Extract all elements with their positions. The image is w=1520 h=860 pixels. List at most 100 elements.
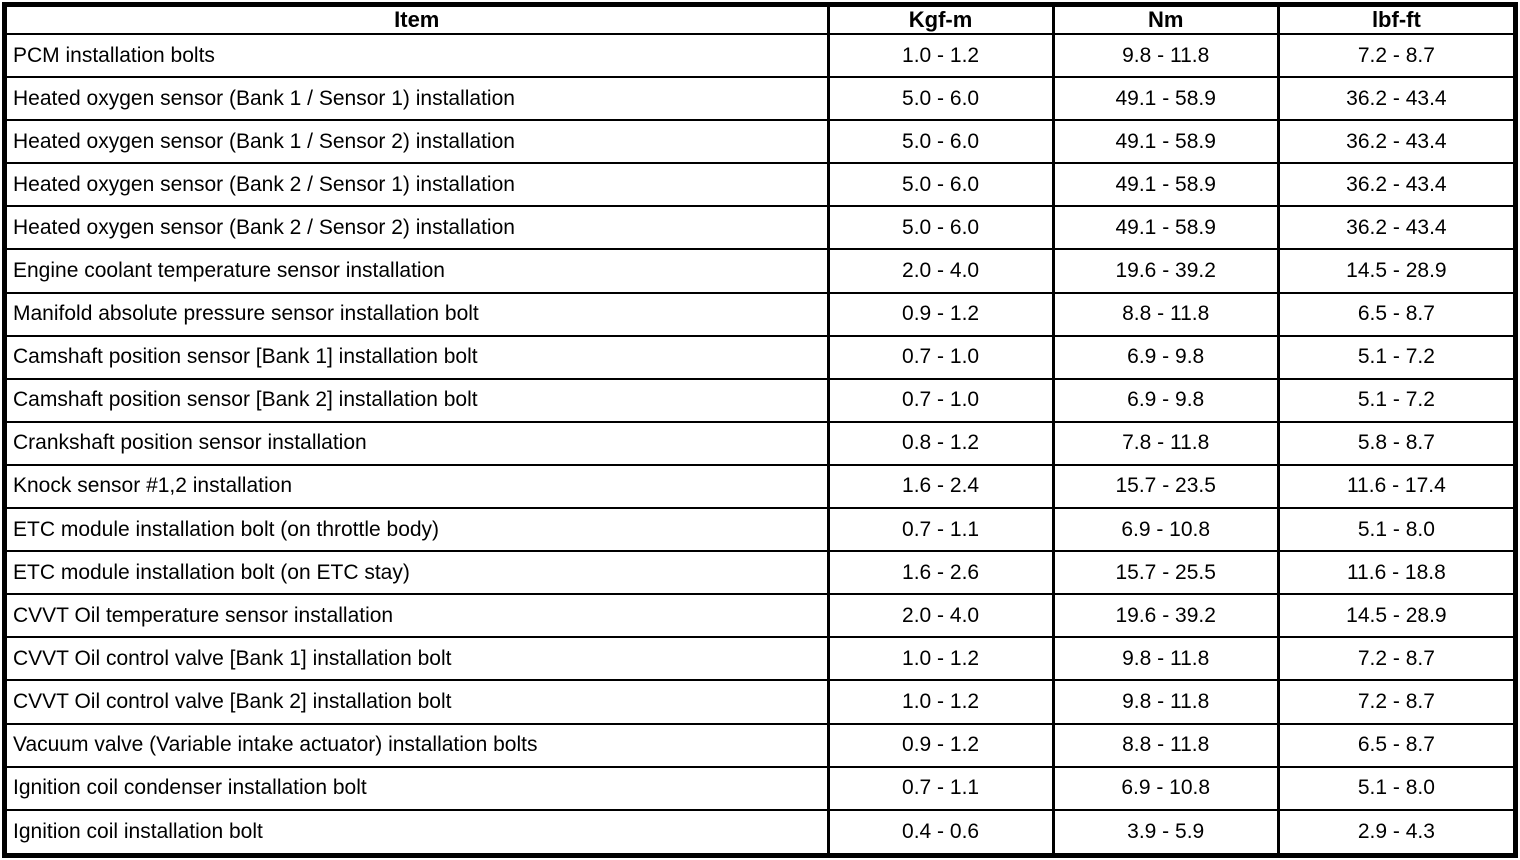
nm-cell: 15.7 - 25.5 bbox=[1051, 550, 1280, 596]
table-row: PCM installation bolts 1.0 - 1.2 9.8 - 11.… bbox=[3, 32, 1517, 79]
nm-cell: 8.8 - 11.8 bbox=[1051, 291, 1280, 337]
table-row: Camshaft position sensor [Bank 2] instal… bbox=[3, 377, 1517, 423]
item-cell: Knock sensor #1,2 installation bbox=[3, 463, 829, 510]
kgf-m-cell: 5.0 - 6.0 bbox=[826, 76, 1055, 122]
lbf-ft-cell: 7.2 - 8.7 bbox=[1276, 636, 1517, 682]
nm-cell: 9.8 - 11.8 bbox=[1051, 679, 1280, 725]
item-cell: Crankshaft position sensor installation bbox=[3, 420, 829, 466]
table-row: Manifold absolute pressure sensor instal… bbox=[3, 291, 1517, 337]
kgf-m-cell: 5.0 - 6.0 bbox=[826, 119, 1055, 165]
kgf-m-cell: 1.0 - 1.2 bbox=[826, 679, 1055, 725]
nm-cell: 19.6 - 39.2 bbox=[1051, 593, 1280, 639]
kgf-m-cell: 1.0 - 1.2 bbox=[826, 32, 1055, 79]
table-row: Ignition coil installation bolt 0.4 - 0.6… bbox=[3, 808, 1517, 857]
column-header-kgf-m: Kgf-m bbox=[826, 3, 1055, 35]
column-header-nm: Nm bbox=[1051, 3, 1280, 35]
table-body: PCM installation bolts 1.0 - 1.2 9.8 - 11.… bbox=[3, 32, 1517, 857]
lbf-ft-cell: 6.5 - 8.7 bbox=[1276, 291, 1517, 337]
nm-cell: 9.8 - 11.8 bbox=[1051, 636, 1280, 682]
item-cell: Heated oxygen sensor (Bank 2 / Sensor 2)… bbox=[3, 205, 829, 251]
item-cell: Manifold absolute pressure sensor instal… bbox=[3, 291, 829, 337]
kgf-m-cell: 2.0 - 4.0 bbox=[826, 248, 1055, 294]
table-row: ETC module installation bolt (on ETC sta… bbox=[3, 550, 1517, 596]
table-row: CVVT Oil control valve [Bank 2] installa… bbox=[3, 679, 1517, 725]
item-cell: Camshaft position sensor [Bank 2] instal… bbox=[3, 377, 829, 423]
lbf-ft-cell: 5.1 - 8.0 bbox=[1276, 765, 1517, 811]
nm-cell: 19.6 - 39.2 bbox=[1051, 248, 1280, 294]
kgf-m-cell: 0.7 - 1.1 bbox=[826, 765, 1055, 811]
nm-cell: 49.1 - 58.9 bbox=[1051, 205, 1280, 251]
table-row: CVVT Oil temperature sensor installation… bbox=[3, 593, 1517, 639]
kgf-m-cell: 0.7 - 1.0 bbox=[826, 377, 1055, 423]
nm-cell: 6.9 - 10.8 bbox=[1051, 765, 1280, 811]
kgf-m-cell: 1.6 - 2.4 bbox=[826, 463, 1055, 510]
column-header-lbf-ft: lbf-ft bbox=[1276, 3, 1517, 35]
lbf-ft-cell: 5.1 - 8.0 bbox=[1276, 507, 1517, 553]
kgf-m-cell: 0.9 - 1.2 bbox=[826, 291, 1055, 337]
table-row: Vacuum valve (Variable intake actuator) … bbox=[3, 722, 1517, 768]
item-cell: Heated oxygen sensor (Bank 1 / Sensor 2)… bbox=[3, 119, 829, 165]
kgf-m-cell: 5.0 - 6.0 bbox=[826, 205, 1055, 251]
lbf-ft-cell: 11.6 - 17.4 bbox=[1276, 463, 1517, 510]
lbf-ft-cell: 5.8 - 8.7 bbox=[1276, 420, 1517, 466]
table-row: Heated oxygen sensor (Bank 1 / Sensor 2)… bbox=[3, 119, 1517, 165]
nm-cell: 15.7 - 23.5 bbox=[1051, 463, 1280, 510]
lbf-ft-cell: 5.1 - 7.2 bbox=[1276, 334, 1517, 380]
item-cell: PCM installation bolts bbox=[3, 32, 829, 79]
lbf-ft-cell: 36.2 - 43.4 bbox=[1276, 119, 1517, 165]
kgf-m-cell: 0.7 - 1.0 bbox=[826, 334, 1055, 380]
nm-cell: 49.1 - 58.9 bbox=[1051, 119, 1280, 165]
kgf-m-cell: 0.7 - 1.1 bbox=[826, 507, 1055, 553]
nm-cell: 8.8 - 11.8 bbox=[1051, 722, 1280, 768]
table-row: Heated oxygen sensor (Bank 1 / Sensor 1)… bbox=[3, 76, 1517, 122]
lbf-ft-cell: 36.2 - 43.4 bbox=[1276, 76, 1517, 122]
table-row: Heated oxygen sensor (Bank 2 / Sensor 2)… bbox=[3, 205, 1517, 251]
nm-cell: 7.8 - 11.8 bbox=[1051, 420, 1280, 466]
table-row: Camshaft position sensor [Bank 1] instal… bbox=[3, 334, 1517, 380]
kgf-m-cell: 1.0 - 1.2 bbox=[826, 636, 1055, 682]
item-cell: Heated oxygen sensor (Bank 1 / Sensor 1)… bbox=[3, 76, 829, 122]
lbf-ft-cell: 6.5 - 8.7 bbox=[1276, 722, 1517, 768]
header-row: Item Kgf-m Nm lbf-ft bbox=[3, 3, 1517, 35]
item-cell: Vacuum valve (Variable intake actuator) … bbox=[3, 722, 829, 768]
lbf-ft-cell: 36.2 - 43.4 bbox=[1276, 162, 1517, 208]
item-cell: ETC module installation bolt (on throttl… bbox=[3, 507, 829, 553]
column-header-item: Item bbox=[3, 3, 829, 35]
table-row: ETC module installation bolt (on throttl… bbox=[3, 507, 1517, 553]
item-cell: Ignition coil condenser installation bol… bbox=[3, 765, 829, 811]
lbf-ft-cell: 7.2 - 8.7 bbox=[1276, 679, 1517, 725]
item-cell: CVVT Oil control valve [Bank 2] installa… bbox=[3, 679, 829, 725]
nm-cell: 6.9 - 9.8 bbox=[1051, 334, 1280, 380]
nm-cell: 6.9 - 9.8 bbox=[1051, 377, 1280, 423]
item-cell: ETC module installation bolt (on ETC sta… bbox=[3, 550, 829, 596]
nm-cell: 9.8 - 11.8 bbox=[1051, 32, 1280, 79]
item-cell: CVVT Oil temperature sensor installation bbox=[3, 593, 829, 639]
kgf-m-cell: 0.8 - 1.2 bbox=[826, 420, 1055, 466]
lbf-ft-cell: 14.5 - 28.9 bbox=[1276, 593, 1517, 639]
item-cell: Heated oxygen sensor (Bank 2 / Sensor 1)… bbox=[3, 162, 829, 208]
item-cell: Ignition coil installation bolt bbox=[3, 808, 829, 857]
nm-cell: 3.9 - 5.9 bbox=[1051, 808, 1280, 857]
table-row: Ignition coil condenser installation bol… bbox=[3, 765, 1517, 811]
lbf-ft-cell: 2.9 - 4.3 bbox=[1276, 808, 1517, 857]
lbf-ft-cell: 5.1 - 7.2 bbox=[1276, 377, 1517, 423]
nm-cell: 49.1 - 58.9 bbox=[1051, 162, 1280, 208]
kgf-m-cell: 2.0 - 4.0 bbox=[826, 593, 1055, 639]
nm-cell: 6.9 - 10.8 bbox=[1051, 507, 1280, 553]
lbf-ft-cell: 7.2 - 8.7 bbox=[1276, 32, 1517, 79]
table-row: CVVT Oil control valve [Bank 1] installa… bbox=[3, 636, 1517, 682]
nm-cell: 49.1 - 58.9 bbox=[1051, 76, 1280, 122]
item-cell: CVVT Oil control valve [Bank 1] installa… bbox=[3, 636, 829, 682]
kgf-m-cell: 0.9 - 1.2 bbox=[826, 722, 1055, 768]
kgf-m-cell: 0.4 - 0.6 bbox=[826, 808, 1055, 857]
item-cell: Engine coolant temperature sensor instal… bbox=[3, 248, 829, 294]
item-cell: Camshaft position sensor [Bank 1] instal… bbox=[3, 334, 829, 380]
table-row: Engine coolant temperature sensor instal… bbox=[3, 248, 1517, 294]
lbf-ft-cell: 11.6 - 18.8 bbox=[1276, 550, 1517, 596]
kgf-m-cell: 5.0 - 6.0 bbox=[826, 162, 1055, 208]
table-row: Heated oxygen sensor (Bank 2 / Sensor 1)… bbox=[3, 162, 1517, 208]
lbf-ft-cell: 36.2 - 43.4 bbox=[1276, 205, 1517, 251]
table-row: Knock sensor #1,2 installation 1.6 - 2.4 1… bbox=[3, 463, 1517, 510]
